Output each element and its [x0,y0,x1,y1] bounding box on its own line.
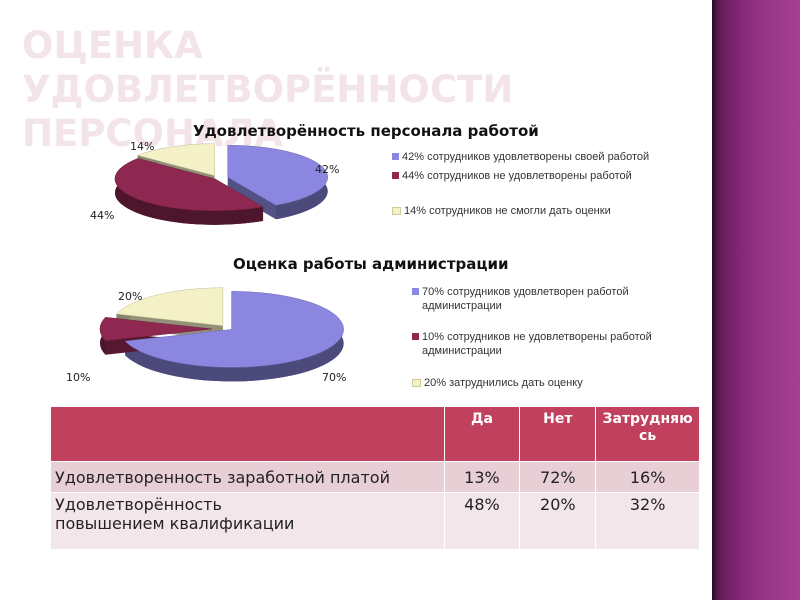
chart2-legend-swatch-3 [412,379,421,387]
chart2-pie: 70% 10% 20% [66,287,346,384]
pie-slice [115,287,224,326]
table-row-label: Удовлетворенность заработной платой [50,461,445,493]
table-header-row: Да Нет Затрудняюсь [50,406,700,462]
chart2-legend: 70% сотрудников удовлетворен работой адм… [412,285,702,390]
table-header-unsure: Затрудняюсь [595,406,700,462]
chart2-legend-swatch-2 [412,333,419,340]
table-header-no: Нет [519,406,597,462]
chart1-legend-text-3: 14% сотрудников не смогли дать оценки [404,205,611,217]
table-row: Удовлетворённость повышением квалификаци… [50,492,700,550]
chart1-legend-item-1: 42% сотрудников удовлетворены своей рабо… [392,150,692,164]
pie-slice-label: 10% [66,371,90,384]
table-row: Удовлетворенность заработной платой 13% … [50,461,700,493]
pie-slice [114,158,264,212]
chart1-legend-swatch-1 [392,153,399,160]
pie-slice-label: 14% [130,140,154,153]
pie-slice-label: 20% [118,290,142,303]
chart1-legend-swatch-2 [392,172,399,179]
chart2-legend-swatch-1 [412,288,419,295]
chart2-title: Оценка работы администрации [233,255,509,273]
chart2-legend-text-1: 70% сотрудников удовлетворен работой адм… [422,286,629,312]
table-cell: 13% [443,461,521,493]
pie-slice-edge [114,158,264,225]
table-cell: 16% [595,461,700,493]
chart1-legend-item-3: 14% сотрудников не смогли дать оценки [392,204,692,218]
table-cell: 72% [519,461,597,493]
chart1-legend-item-2: 44% сотрудников не удовлетворены работой [392,169,692,183]
chart1-pie: 42% 44% 14% [90,140,339,225]
pie-slice [99,316,213,342]
chart1-legend-text-2: 44% сотрудников не удовлетворены работой [402,170,632,182]
side-decoration-band [712,0,800,600]
chart1-legend-swatch-3 [392,207,401,215]
chart2-legend-text-3: 20% затруднились дать оценку [424,377,583,389]
chart2-legend-item-3: 20% затруднились дать оценку [412,376,702,390]
pie-slice [124,291,344,368]
pie-slice [136,143,215,177]
pie-slice-label: 70% [322,371,346,384]
chart1-title: Удовлетворённость персонала работой [193,122,539,140]
chart2-legend-item-1: 70% сотрудников удовлетворен работой адм… [412,285,702,313]
pie-slice-label: 42% [315,163,339,176]
table-row-label: Удовлетворённость повышением квалификаци… [50,492,445,550]
stats-table: Да Нет Затрудняюсь Удовлетворенность зар… [50,406,700,550]
table-cell: 32% [595,492,700,550]
pie-slice-label: 44% [90,209,114,222]
chart1-legend: 42% сотрудников удовлетворены своей рабо… [392,150,692,218]
pie-slice [227,144,328,206]
chart2-legend-text-2: 10% сотрудников не удовлетворены работой… [422,331,652,357]
chart1-legend-text-1: 42% сотрудников удовлетворены своей рабо… [402,151,650,163]
table-header-empty [50,406,445,462]
chart2-legend-item-2: 10% сотрудников не удовлетворены работой… [412,330,702,358]
slide-title: ОЦЕНКА УДОВЛЕТВОРЁННОСТИ ПЕРСОНАЛА [22,24,514,155]
table-cell: 48% [443,492,521,550]
table-header-yes: Да [443,406,521,462]
table-cell: 20% [519,492,597,550]
